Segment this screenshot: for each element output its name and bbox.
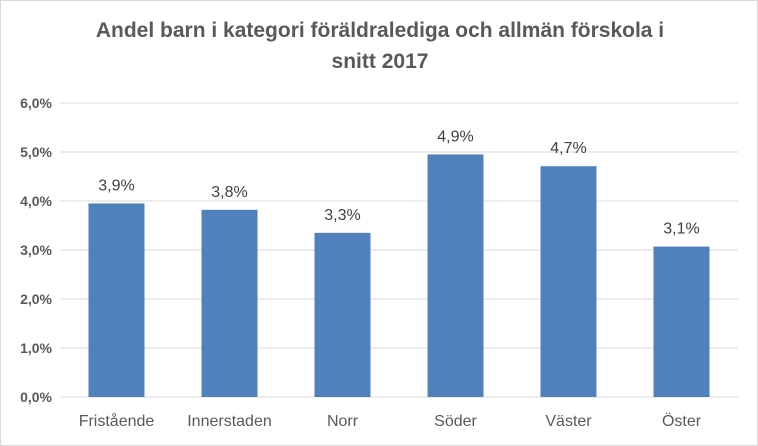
x-tick-label: Innerstaden <box>187 413 272 430</box>
bar <box>540 166 597 397</box>
data-label: 3,1% <box>663 221 699 238</box>
data-label: 3,9% <box>98 177 134 194</box>
x-tick-label: Väster <box>545 413 592 430</box>
bar <box>653 246 710 397</box>
y-tick-label: 6,0% <box>20 95 52 111</box>
y-tick-label: 5,0% <box>20 144 52 160</box>
x-tick-label: Öster <box>662 412 702 430</box>
y-tick-label: 1,0% <box>20 340 52 356</box>
data-label: 3,3% <box>324 207 360 224</box>
bar <box>427 154 484 397</box>
x-tick-label: Söder <box>434 413 477 430</box>
bar <box>201 209 258 397</box>
y-tick-label: 0,0% <box>20 389 52 405</box>
chart-title-line-1: Andel barn i kategori föräldralediga och… <box>95 19 665 42</box>
chart-title-line-2: snitt 2017 <box>331 50 429 73</box>
data-label: 4,9% <box>437 128 473 145</box>
data-label: 3,8% <box>211 184 247 201</box>
x-tick-label: Norr <box>327 413 359 430</box>
bar <box>88 203 145 397</box>
y-tick-label: 4,0% <box>20 193 52 209</box>
chart-title: Andel barn i kategori föräldralediga och… <box>1 15 758 77</box>
data-label: 4,7% <box>550 140 586 157</box>
x-tick-label: Fristående <box>79 412 155 430</box>
y-tick-label: 3,0% <box>20 242 52 258</box>
bar <box>314 232 371 397</box>
y-tick-label: 2,0% <box>20 291 52 307</box>
